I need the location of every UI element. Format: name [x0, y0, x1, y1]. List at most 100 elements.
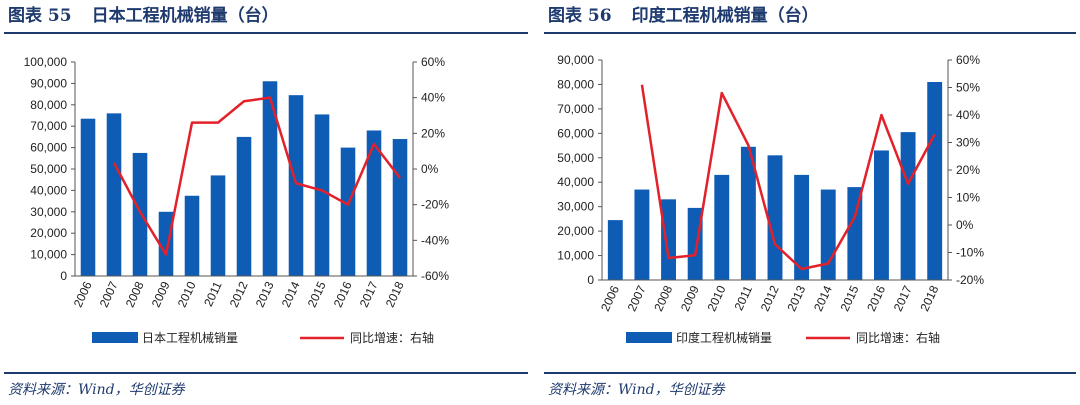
x-tick-label: 2014	[811, 283, 835, 313]
bar	[340, 147, 356, 276]
figure-name: 印度工程机械销量（台）	[631, 6, 819, 26]
x-tick-label: 2017	[891, 283, 915, 313]
right-axis-tick-label: 60%	[956, 53, 980, 67]
x-tick-label: 2008	[651, 283, 675, 313]
figure-title: 图表 56 印度工程机械销量（台）	[548, 4, 819, 28]
bar	[366, 130, 382, 276]
legend-line-label: 同比增速：右轴	[350, 330, 434, 345]
right-axis-tick-label: 20%	[956, 163, 980, 177]
left-axis-tick-label: 90,000	[30, 76, 67, 90]
figure-name: 日本工程机械销量（台）	[91, 6, 279, 26]
right-axis-tick-label: 10%	[956, 191, 980, 205]
x-tick-label: 2007	[625, 283, 649, 313]
bar	[607, 220, 623, 280]
x-tick-label: 2015	[838, 283, 862, 313]
bar	[740, 146, 756, 280]
chart-japan: 0 10,000 20,000 30,000 40,000 50,000 60,000 70,…	[24, 55, 450, 345]
bar	[210, 175, 226, 276]
growth-line	[640, 84, 936, 271]
left-axis-tick-label: 10,000	[557, 249, 594, 263]
source-note: 资料来源：Wind，华创证券	[8, 382, 185, 398]
x-tick-label: 2017	[357, 279, 381, 309]
legend-bar-label: 日本工程机械销量	[142, 330, 238, 345]
chart-panel-india: 图表 56 印度工程机械销量（台） 0 10,000 20,000 30,000 40,0…	[540, 0, 1080, 405]
x-tick-label: 2011	[201, 279, 225, 309]
x-tick-label: 2012	[227, 279, 251, 309]
x-tick-label: 2013	[253, 279, 277, 309]
left-axis-tick-label: 90,000	[557, 53, 594, 67]
bar	[794, 174, 810, 280]
x-tick-label: 2008	[123, 279, 147, 309]
bar	[184, 195, 200, 276]
x-tick-label: 2018	[383, 279, 407, 309]
legend-line-label: 同比增速：右轴	[856, 330, 940, 345]
figure-number: 图表 56	[548, 6, 612, 26]
bar	[900, 132, 916, 280]
bar	[236, 136, 252, 276]
right-axis-tick-label: -20%	[421, 198, 449, 212]
left-axis-tick-label: 40,000	[557, 175, 594, 189]
legend-bar-swatch	[626, 332, 672, 343]
bottom-rule	[544, 372, 1076, 374]
right-axis-tick-label: 20%	[421, 126, 445, 140]
left-axis-tick-label: 10,000	[30, 248, 67, 262]
x-tick-label: 2009	[149, 279, 173, 309]
bar	[927, 82, 943, 280]
x-tick-label: 2018	[917, 283, 941, 313]
right-axis-tick-label: -10%	[956, 246, 984, 260]
left-axis-tick-label: 0	[60, 269, 67, 283]
left-axis-tick-label: 30,000	[557, 200, 594, 214]
left-axis-tick-label: 80,000	[30, 98, 67, 112]
x-tick-label: 2010	[175, 279, 199, 309]
right-axis-tick-label: -60%	[421, 269, 449, 283]
chart-india: 0 10,000 20,000 30,000 40,000 50,000 60,000 70,…	[557, 53, 984, 345]
right-axis-tick-label: 30%	[956, 136, 980, 150]
left-axis-tick-label: 70,000	[557, 102, 594, 116]
left-axis-tick-label: 0	[587, 273, 594, 287]
left-axis-tick-label: 60,000	[557, 126, 594, 140]
left-axis-tick-label: 20,000	[557, 224, 594, 238]
legend-bar-label: 印度工程机械销量	[676, 330, 772, 345]
x-tick-label: 2011	[732, 283, 756, 313]
figure-number: 图表 55	[8, 6, 72, 26]
bar	[767, 155, 783, 280]
bar	[132, 152, 148, 276]
bar	[661, 199, 676, 280]
left-axis-tick-label: 80,000	[557, 77, 594, 91]
bar	[392, 139, 408, 276]
x-tick-label: 2007	[97, 279, 121, 309]
bar	[106, 113, 122, 276]
x-tick-label: 2009	[678, 283, 702, 313]
right-axis-tick-label: 0%	[421, 162, 439, 176]
bar	[847, 187, 863, 280]
chart-panel-japan: 图表 55 日本工程机械销量（台） 0 10,000 20,000 30,000 40,0…	[0, 0, 532, 405]
x-tick-label: 2016	[864, 283, 888, 313]
right-axis-tick-label: 40%	[421, 91, 445, 105]
left-axis-tick-label: 60,000	[30, 141, 67, 155]
bar	[288, 95, 304, 276]
right-axis-tick-label: 60%	[421, 55, 445, 69]
title-rule	[4, 32, 528, 34]
x-tick-label: 2014	[279, 279, 303, 309]
right-axis-tick-label: 40%	[956, 108, 980, 122]
left-axis-tick-label: 20,000	[30, 226, 67, 240]
right-axis-tick-label: -20%	[956, 273, 984, 287]
left-axis-tick-label: 70,000	[30, 119, 67, 133]
left-axis-tick-label: 50,000	[557, 151, 594, 165]
left-axis-tick-label: 30,000	[30, 205, 67, 219]
figure-title: 图表 55 日本工程机械销量（台）	[8, 4, 279, 28]
source-note: 资料来源：Wind，华创证券	[548, 382, 725, 398]
x-tick-label: 2012	[758, 283, 782, 313]
legend-bar-swatch	[92, 332, 138, 343]
left-axis-tick-label: 50,000	[30, 162, 67, 176]
right-axis-tick-label: 0%	[956, 218, 974, 232]
bar	[80, 118, 96, 277]
x-tick-label: 2013	[784, 283, 808, 313]
right-axis-tick-label: 50%	[956, 81, 980, 95]
left-axis-tick-label: 100,000	[24, 55, 68, 69]
x-tick-label: 2006	[71, 279, 95, 309]
bar	[314, 114, 330, 277]
bar	[262, 81, 278, 276]
x-tick-label: 2010	[705, 283, 729, 313]
bar	[820, 189, 836, 280]
